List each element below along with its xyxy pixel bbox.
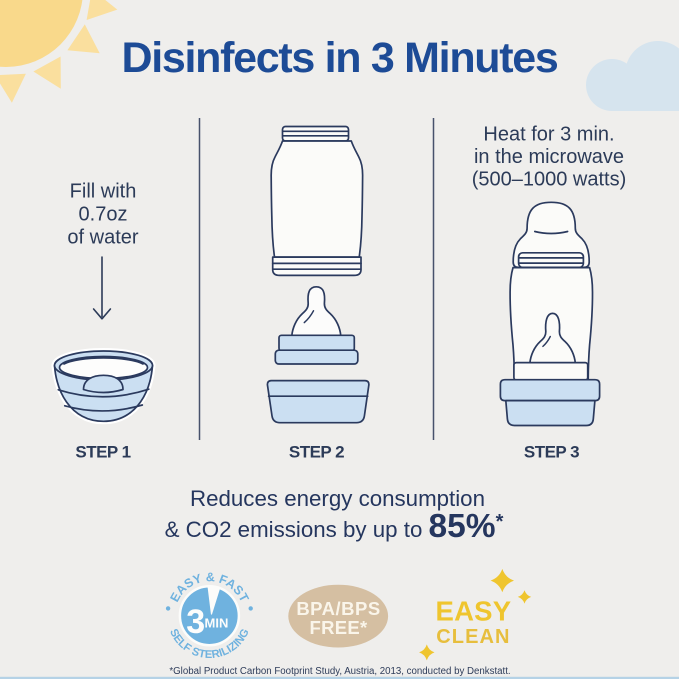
- svg-text:STEP 1: STEP 1: [75, 443, 130, 462]
- svg-text:EASY: EASY: [436, 596, 512, 627]
- svg-text:CLEAN: CLEAN: [436, 626, 510, 648]
- svg-text:of water: of water: [67, 227, 138, 249]
- svg-text:*Global Product Carbon Footpri: *Global Product Carbon Footprint Study, …: [169, 666, 510, 677]
- svg-text:FREE*: FREE*: [309, 617, 368, 638]
- svg-text:Disinfects in 3 Minutes: Disinfects in 3 Minutes: [121, 34, 557, 82]
- svg-text:Reduces energy consumption: Reduces energy consumption: [190, 486, 485, 511]
- svg-text:in the microwave: in the microwave: [474, 146, 624, 168]
- svg-text:Fill with: Fill with: [70, 181, 137, 203]
- svg-text:STEP 3: STEP 3: [524, 443, 579, 462]
- svg-text:3: 3: [186, 603, 205, 641]
- svg-text:(500–1000 watts): (500–1000 watts): [472, 168, 627, 190]
- svg-text:STEP 2: STEP 2: [289, 443, 344, 462]
- svg-text:Heat for 3 min.: Heat for 3 min.: [483, 123, 614, 145]
- svg-text:0.7oz: 0.7oz: [79, 204, 128, 226]
- svg-text:MIN: MIN: [205, 615, 229, 630]
- svg-text:BPA/BPS: BPA/BPS: [296, 598, 380, 619]
